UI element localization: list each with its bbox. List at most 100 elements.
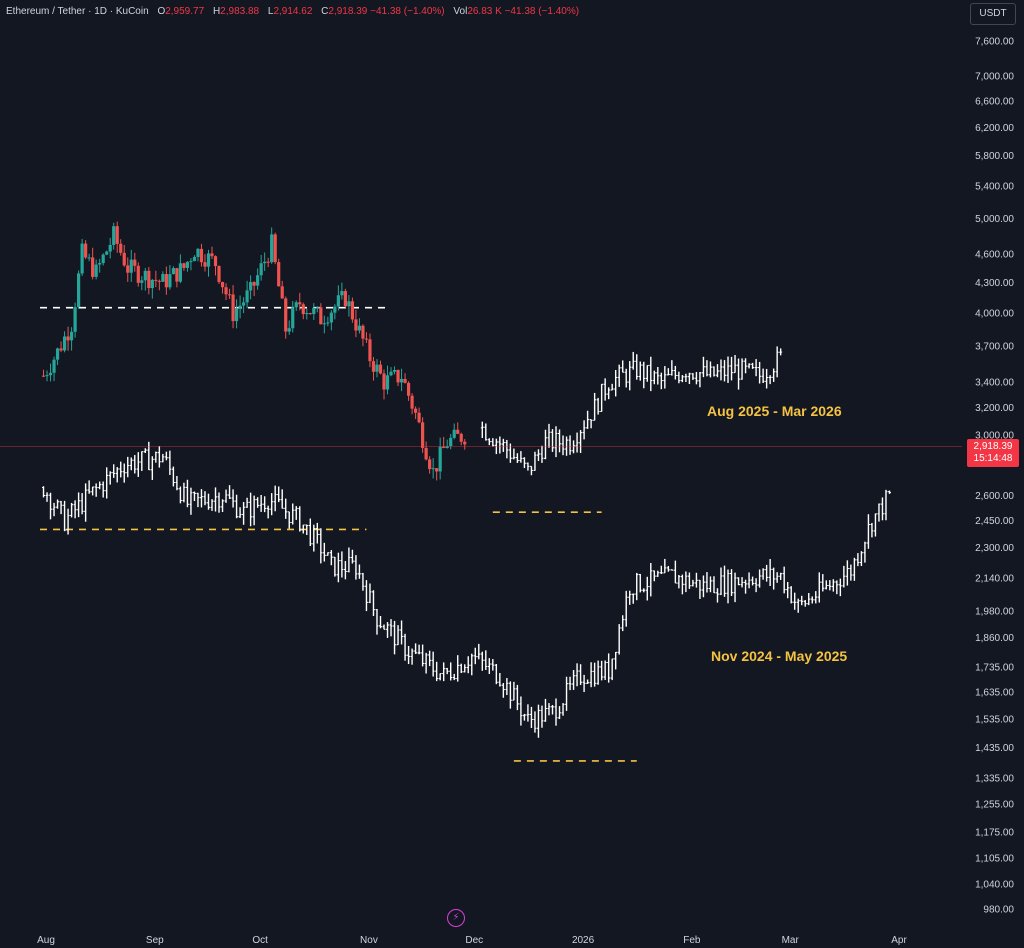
candle-body-2025-11-23 — [438, 446, 442, 472]
candle-body-2025-10-31 — [357, 325, 362, 331]
candle-body-2025-09-18 — [206, 253, 211, 267]
candle-body-2025-08-28 — [133, 259, 137, 266]
candle-body-2025-08-31 — [143, 270, 147, 281]
candle-body-2025-10-16 — [305, 313, 309, 315]
candle-body-2025-09-30 — [249, 282, 253, 291]
candle-body-2025-09-24 — [227, 294, 232, 296]
candle-body-2025-11-03 — [368, 339, 372, 362]
candle-body-2025-09-09 — [175, 268, 179, 282]
candle-body-2025-09-10 — [178, 263, 183, 282]
x-tick-label: Sep — [146, 935, 164, 946]
candle-body-2025-08-06 — [55, 348, 60, 360]
candle-body-2025-08-29 — [136, 265, 140, 283]
y-tick-label: 3,400.00 — [975, 377, 1014, 388]
y-tick-label: 1,335.00 — [975, 774, 1014, 785]
candle-body-2025-10-21 — [322, 323, 326, 325]
candle-body-2025-11-21 — [431, 468, 435, 470]
candle-body-2025-08-13 — [80, 243, 84, 274]
plot-background — [0, 0, 962, 925]
candle-body-2025-11-24 — [442, 446, 446, 448]
candle-body-2025-11-01 — [361, 325, 365, 339]
last-price-value: 2,918.39 — [973, 441, 1013, 452]
y-tick-label: 5,400.00 — [975, 181, 1014, 192]
candle-body-2025-10-02 — [256, 275, 260, 286]
candle-body-2025-11-16 — [414, 408, 418, 413]
symbol-title[interactable]: Ethereum / Tether · 1D · KuCoin — [6, 6, 149, 17]
candle-body-2025-09-17 — [203, 262, 207, 267]
y-tick-label: 1,255.00 — [975, 800, 1014, 811]
candle-body-2025-08-05 — [52, 359, 56, 373]
candle-body-2025-08-17 — [94, 264, 98, 277]
candle-body-2025-10-10 — [284, 298, 288, 332]
candle-body-2025-11-11 — [396, 369, 400, 383]
candle-body-2025-11-13 — [403, 378, 407, 383]
candle-body-2025-08-20 — [105, 251, 109, 255]
candle-body-2025-09-04 — [157, 280, 161, 282]
candle-body-2025-10-19 — [315, 307, 319, 309]
candle-body-2025-08-30 — [140, 280, 144, 283]
y-tick-label: 2,300.00 — [975, 543, 1014, 554]
candle-body-2025-11-18 — [421, 422, 425, 448]
candle-body-2025-08-19 — [101, 254, 105, 264]
y-tick-label: 1,735.00 — [975, 662, 1014, 673]
y-tick-label: 1,105.00 — [975, 854, 1014, 865]
candle-body-2025-10-24 — [333, 306, 337, 313]
candle-body-2025-11-12 — [399, 378, 404, 383]
candle-body-2025-10-23 — [329, 312, 333, 323]
y-tick-label: 3,000.00 — [975, 430, 1014, 441]
change-value: −41.38 (−1.40%) — [370, 6, 445, 17]
candle-body-2025-09-21 — [217, 266, 221, 282]
volume-label: Vol — [453, 6, 468, 17]
candle-body-2025-09-13 — [189, 261, 193, 263]
candle-body-2025-09-23 — [224, 287, 228, 295]
candle-body-2025-08-11 — [73, 307, 77, 332]
y-tick-label: 6,600.00 — [975, 96, 1014, 107]
time-axis[interactable]: Aug Sep Oct Nov Dec 2026 Feb Mar Apr — [37, 935, 907, 946]
candle-body-2025-10-20 — [319, 307, 323, 325]
volume-change: −41.38 (−1.40%) — [504, 6, 580, 17]
candle-body-2025-08-25 — [122, 252, 126, 266]
y-tick-label: 4,600.00 — [975, 249, 1014, 260]
y-tick-label: 5,000.00 — [975, 214, 1014, 225]
currency-button[interactable]: USDT — [970, 3, 1016, 25]
candle-body-2025-08-21 — [108, 244, 112, 252]
x-tick-label: Oct — [252, 935, 268, 946]
candle-body-2025-10-27 — [343, 291, 347, 307]
high-label: H — [212, 6, 221, 17]
candle-body-2025-11-25 — [445, 446, 449, 448]
candle-body-2025-09-11 — [182, 263, 186, 268]
candle-body-2025-11-04 — [371, 361, 376, 372]
candle-body-2025-10-14 — [298, 302, 302, 305]
candle-body-2025-08-12 — [77, 273, 81, 308]
candle-body-2025-09-20 — [213, 256, 218, 267]
candle-body-2025-11-30 — [463, 441, 467, 445]
candle-body-2025-11-14 — [406, 382, 411, 396]
candle-body-2025-08-18 — [98, 263, 102, 265]
y-tick-label: 6,200.00 — [975, 123, 1014, 134]
y-tick-label: 7,000.00 — [975, 71, 1014, 82]
candle-body-2025-08-08 — [62, 336, 67, 351]
y-tick-label: 1,435.00 — [975, 743, 1014, 754]
bar-countdown: 15:14:48 — [973, 453, 1013, 464]
x-tick-label: Mar — [782, 935, 800, 946]
candle-body-2025-09-07 — [168, 274, 172, 288]
annotation-lower: Nov 2024 - May 2025 — [711, 648, 848, 664]
candle-body-2025-10-04 — [263, 261, 267, 264]
candle-body-2025-10-13 — [294, 302, 298, 308]
candle-body-2025-10-18 — [312, 307, 316, 315]
price-axis[interactable]: 7,600.00 7,000.00 6,600.00 6,200.00 5,800.00… — [975, 37, 1014, 916]
candle-body-2025-08-10 — [69, 331, 74, 341]
candle-body-2025-09-22 — [220, 281, 225, 288]
candle-body-2025-11-15 — [410, 395, 414, 409]
lightning-icon[interactable]: ⚡ — [447, 909, 465, 927]
close-label: C — [321, 6, 329, 17]
candle-body-2025-10-17 — [308, 313, 312, 315]
candle-body-2025-08-24 — [119, 243, 123, 253]
x-tick-label: Aug — [37, 935, 55, 946]
x-tick-label: Apr — [891, 935, 907, 946]
candle-body-2025-11-09 — [389, 371, 393, 376]
candle-body-2025-11-20 — [428, 459, 432, 470]
open-label: O — [157, 6, 166, 17]
candle-body-2025-10-12 — [291, 307, 295, 329]
